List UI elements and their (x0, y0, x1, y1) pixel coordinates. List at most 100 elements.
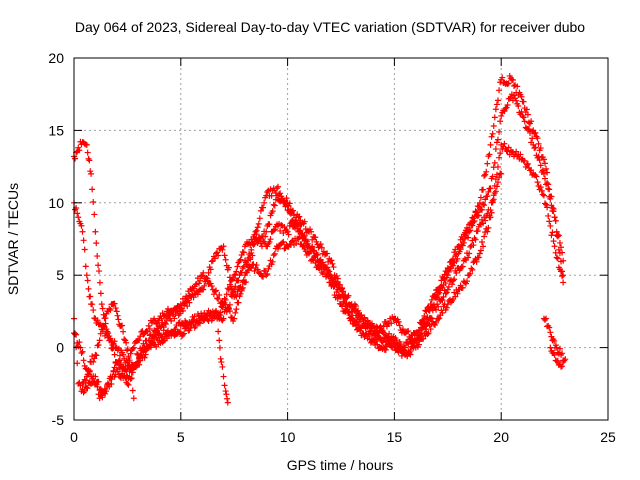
data-point-marker (484, 228, 491, 235)
data-point-marker (83, 272, 90, 279)
data-point-marker (535, 153, 542, 160)
data-point-marker (459, 263, 466, 270)
data-point-marker (112, 305, 119, 312)
data-point-marker (325, 267, 332, 274)
data-point-marker (560, 359, 567, 366)
data-point-marker (150, 332, 157, 339)
data-point-marker (356, 318, 363, 325)
data-point-marker (339, 303, 346, 310)
data-point-marker (492, 146, 499, 153)
data-point-marker (80, 237, 87, 244)
data-point-marker (108, 380, 115, 387)
data-point-marker (200, 317, 207, 324)
data-point-marker (441, 271, 448, 278)
data-point-marker (554, 357, 561, 364)
data-point-marker (302, 236, 309, 243)
data-point-marker (507, 94, 514, 101)
data-point-marker (84, 149, 91, 156)
data-point-marker (544, 204, 551, 211)
data-point-marker (79, 348, 86, 355)
data-point-marker (482, 171, 489, 178)
data-point-marker (420, 316, 427, 323)
data-point-marker (550, 238, 557, 245)
data-point-marker (376, 334, 383, 341)
data-point-marker (129, 387, 136, 394)
data-point-marker (453, 269, 460, 276)
data-point-marker (124, 346, 131, 353)
data-point-marker (215, 296, 222, 303)
data-point-marker (477, 247, 484, 254)
data-point-marker (242, 279, 249, 286)
data-point-marker (413, 340, 420, 347)
data-point-marker (254, 238, 261, 245)
data-point-marker (539, 191, 546, 198)
data-point-marker (179, 307, 186, 314)
data-point-marker (233, 306, 240, 313)
data-point-marker (524, 111, 531, 118)
data-point-marker (220, 373, 227, 380)
data-point-marker (95, 378, 102, 385)
data-point-marker (342, 302, 349, 309)
data-point-marker (496, 128, 503, 135)
data-point-marker (537, 162, 544, 169)
data-point-marker (418, 320, 425, 327)
data-point-marker (78, 350, 85, 357)
data-point-marker (444, 272, 451, 279)
data-point-marker (428, 296, 435, 303)
data-point-marker (492, 106, 499, 113)
data-point-marker (221, 382, 228, 389)
data-point-marker (262, 233, 269, 240)
data-point-marker (211, 288, 218, 295)
data-point-marker (210, 291, 217, 298)
data-point-marker (101, 324, 108, 331)
data-point-marker (335, 292, 342, 299)
data-point-marker (166, 312, 173, 319)
data-point-marker (201, 317, 208, 324)
data-point-marker (84, 277, 91, 284)
data-point-marker (255, 220, 262, 227)
x-tick-label: 15 (387, 429, 403, 445)
data-point-marker (85, 285, 92, 292)
data-point-marker (313, 251, 320, 258)
data-point-marker (132, 360, 139, 367)
data-point-marker (474, 203, 481, 210)
data-point-marker (404, 339, 411, 346)
y-tick-label: 10 (48, 195, 64, 211)
data-point-marker (80, 357, 87, 364)
data-point-marker (260, 204, 267, 211)
data-point-marker (393, 337, 400, 344)
data-point-marker (541, 175, 548, 182)
data-point-marker (496, 154, 503, 161)
data-point-marker (98, 301, 105, 308)
data-point-marker (552, 249, 559, 256)
data-point-marker (181, 302, 188, 309)
data-point-marker (333, 282, 340, 289)
data-point-marker (131, 361, 138, 368)
data-point-marker (560, 272, 567, 279)
data-point-marker (130, 364, 137, 371)
data-point-marker (551, 243, 558, 250)
data-point-marker (440, 293, 447, 300)
data-point-marker (267, 236, 274, 243)
data-point-marker (179, 331, 186, 338)
data-point-marker (119, 322, 126, 329)
data-point-marker (449, 281, 456, 288)
data-point-marker (349, 315, 356, 322)
data-point-marker (407, 351, 414, 358)
data-point-marker (506, 95, 513, 102)
data-point-marker (181, 330, 188, 337)
data-point-marker (79, 228, 86, 235)
data-point-marker (465, 234, 472, 241)
data-point-marker (273, 192, 280, 199)
data-point-marker (491, 159, 498, 166)
data-point-marker (431, 292, 438, 299)
data-point-marker (297, 221, 304, 228)
data-point-marker (491, 114, 498, 121)
data-point-marker (364, 324, 371, 331)
data-point-marker (558, 268, 565, 275)
data-point-marker (485, 188, 492, 195)
data-point-marker (559, 249, 566, 256)
data-point-marker (538, 187, 545, 194)
data-point-marker (277, 227, 284, 234)
data-point-marker (524, 160, 531, 167)
